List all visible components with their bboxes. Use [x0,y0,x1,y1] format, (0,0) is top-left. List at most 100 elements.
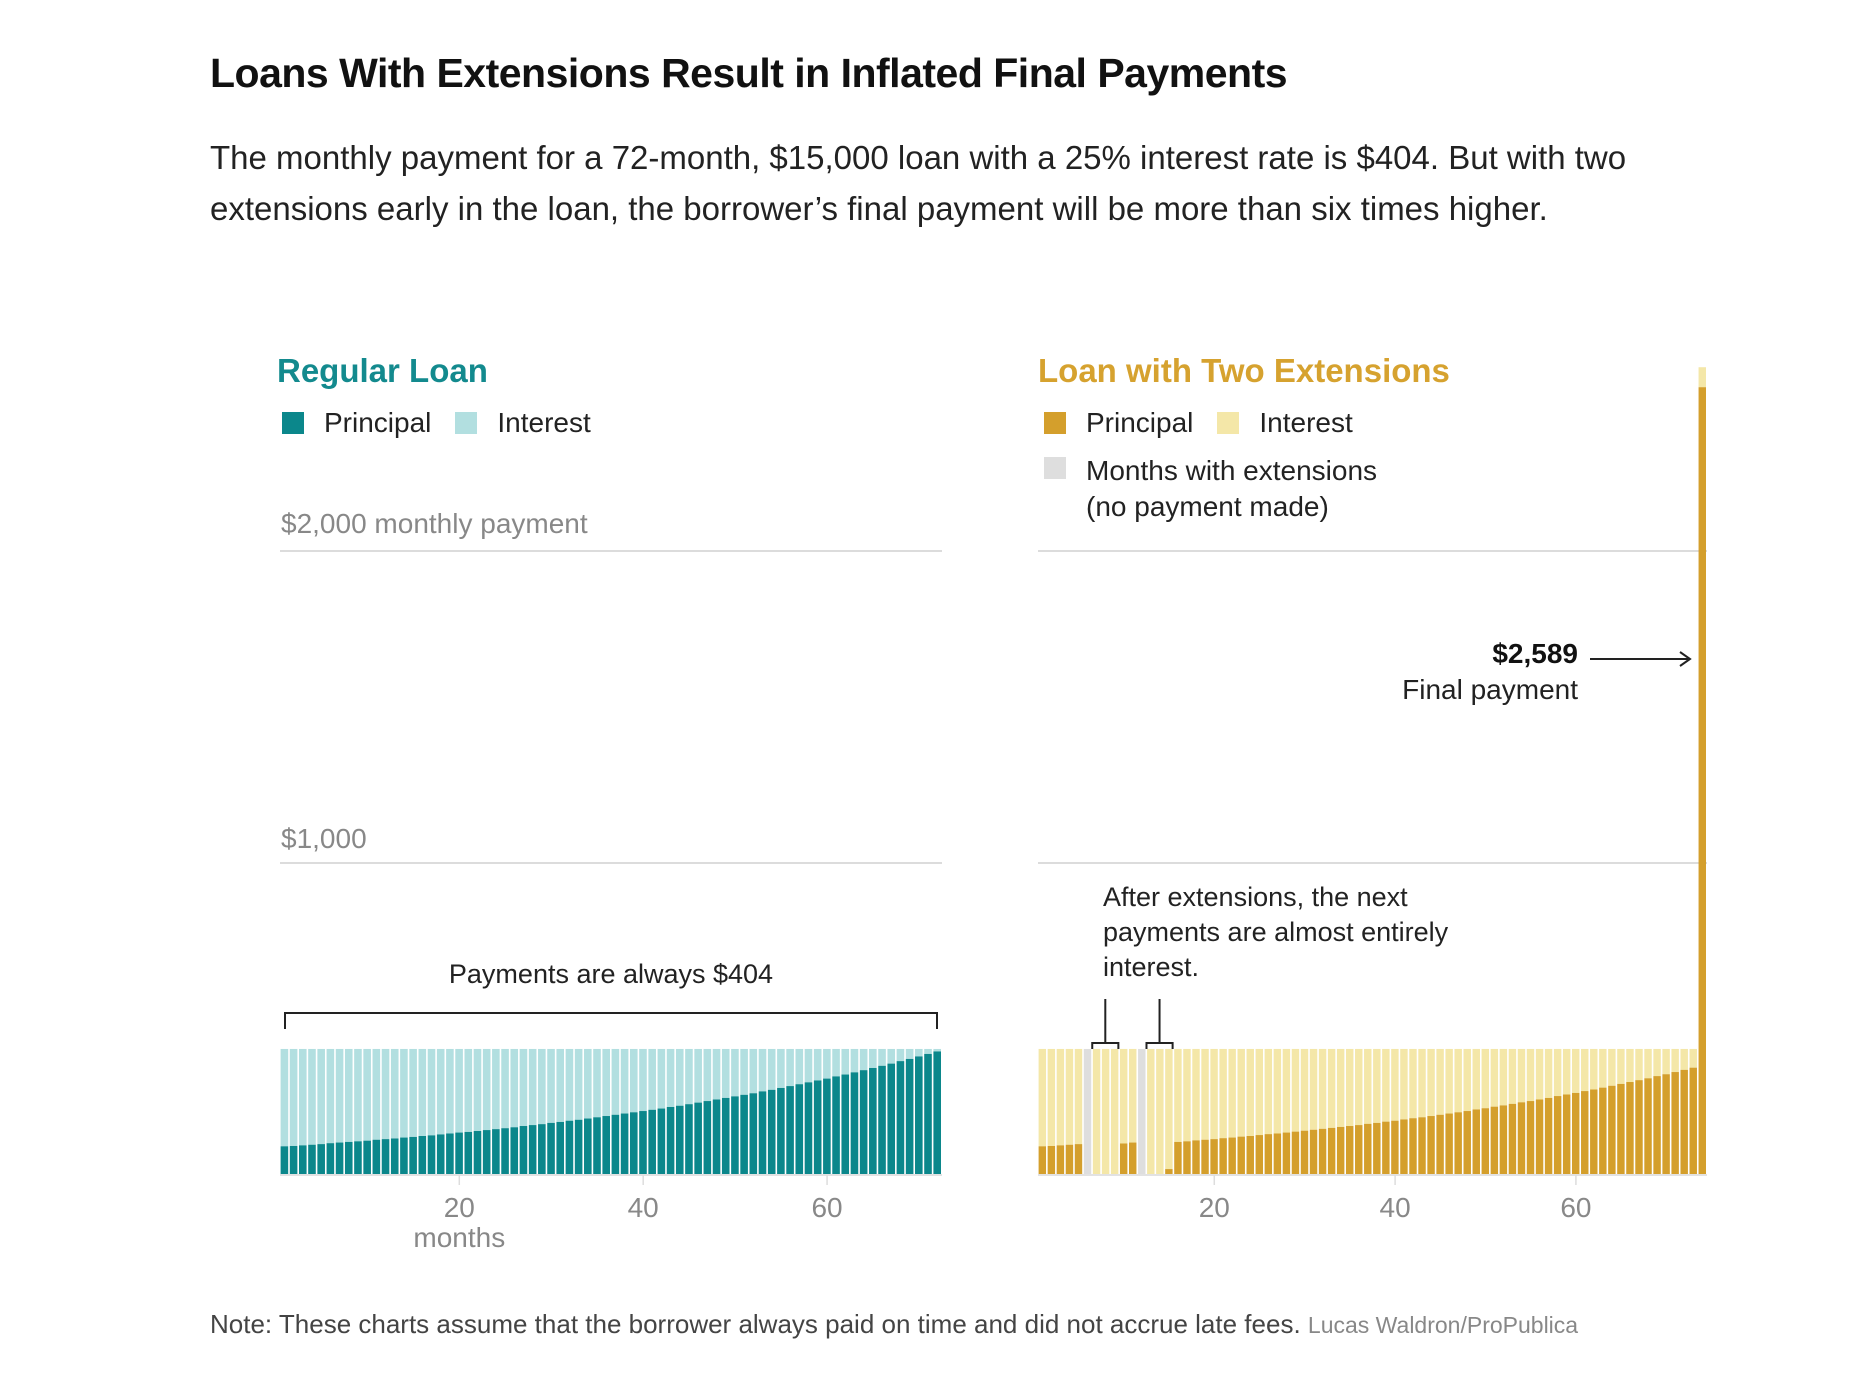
interest-bar-month-3 [1056,1048,1065,1146]
principal-bar-month-63 [1599,1087,1607,1175]
interest-bar-month-42 [1409,1048,1417,1119]
interest-bar-month-59 [813,1048,822,1081]
principal-bar-month-43 [666,1106,675,1175]
interest-bar-month-43 [1418,1048,1426,1118]
legend-interest: Interest [497,407,591,438]
interest-bar-month-66 [1626,1048,1634,1083]
principal-bar-month-29 [538,1124,546,1175]
interest-bar-month-8 [1101,1048,1110,1175]
interest-bar-month-74 [1698,367,1706,388]
extension-pointer-month-12 [1145,999,1174,1049]
principal-bar-month-34 [1336,1126,1345,1175]
interest-bar-month-10 [363,1048,371,1141]
interest-bar-month-37 [611,1048,620,1115]
interest-bar-month-54 [1517,1048,1526,1103]
principal-bar-month-15 [1165,1169,1173,1175]
interest-bar-month-22 [473,1048,482,1132]
interest-bar-month-33 [1327,1048,1336,1128]
principal-bar-month-58 [804,1082,813,1175]
principal-bar-month-31 [1309,1129,1318,1175]
interest-bar-month-56 [786,1048,794,1087]
principal-bar-month-49 [721,1097,730,1175]
interest-bar-month-39 [629,1048,638,1113]
interest-bar-month-33 [574,1048,583,1120]
interest-bar-month-44 [1427,1048,1435,1117]
x-tick-label-40: 40 [1380,1192,1411,1223]
interest-bar-month-70 [1662,1048,1670,1075]
interest-bar-month-32 [565,1048,574,1121]
principal-bar-month-72 [933,1051,941,1175]
interest-bar-month-15 [1165,1048,1173,1170]
principal-bar-month-6 [326,1143,335,1175]
principal-bar-month-4 [1065,1144,1074,1175]
interest-bar-month-57 [795,1048,804,1085]
principal-bar-month-66 [878,1065,886,1175]
interest-bar-month-60 [1571,1048,1580,1093]
interest-bar-month-47 [1454,1048,1462,1113]
interest-bar-month-61 [1581,1048,1589,1092]
principal-bar-month-53 [1508,1103,1517,1175]
interest-bar-month-57 [1544,1048,1553,1098]
interest-bar-month-70 [915,1048,923,1057]
legend-no-payment: (no payment made) [1086,491,1329,522]
principal-bar-month-55 [1526,1101,1535,1175]
interest-bar-month-26 [1264,1048,1273,1135]
principal-swatch [1044,412,1066,434]
principal-bar-month-59 [1562,1094,1571,1175]
interest-bar-month-52 [1499,1048,1508,1106]
principal-bar-month-28 [528,1125,537,1175]
x-axis-label: months [413,1222,505,1253]
principal-bar-month-22 [1228,1137,1236,1175]
principal-bar-month-47 [1454,1112,1462,1175]
note: Note: These charts assume that the borro… [210,1302,1650,1347]
principal-bar-month-2 [289,1145,298,1175]
principal-bar-month-57 [1544,1097,1553,1175]
principal-bar-month-23 [482,1130,491,1175]
interest-bar-month-14 [1156,1048,1164,1175]
principal-bar-month-73 [1689,1067,1697,1175]
interest-bar-month-26 [510,1048,519,1128]
interest-bar-month-7 [1092,1048,1101,1175]
principal-bar-month-66 [1626,1082,1634,1175]
principal-bar-month-60 [823,1078,831,1175]
interest-bar-month-17 [1183,1048,1191,1142]
principal-bar-month-10 [363,1140,371,1175]
interest-bar-month-53 [1508,1048,1517,1104]
interest-bar-month-46 [694,1048,702,1103]
regular-legend: Principal Interest [282,407,591,439]
principal-bar-month-57 [795,1084,804,1175]
interest-bar-month-19 [1201,1048,1209,1140]
interest-bar-month-72 [933,1048,941,1052]
principal-bar-month-58 [1553,1096,1562,1175]
interest-bar-month-36 [602,1048,610,1117]
principal-bar-month-45 [1436,1114,1444,1175]
principal-bar-month-18 [1192,1140,1200,1175]
interest-bar-month-20 [455,1048,463,1133]
interest-bar-month-13 [1147,1048,1155,1175]
interest-bar-month-2 [289,1048,298,1146]
principal-bar-month-22 [473,1131,482,1175]
principal-bar-month-30 [547,1122,555,1175]
interest-bar-month-20 [1210,1048,1218,1140]
principal-bar-month-68 [896,1061,905,1175]
interest-bar-month-69 [1653,1048,1661,1077]
interest-bar-month-64 [859,1048,868,1071]
principal-bar-month-40 [639,1111,647,1175]
regular-loan-title: Regular Loan [277,352,488,389]
legend-extensions: Months with extensions [1086,455,1378,486]
principal-bar-month-3 [298,1145,307,1175]
interest-bar-month-52 [749,1048,758,1094]
principal-bar-month-35 [1345,1126,1354,1175]
interest-swatch [455,412,478,434]
interest-bar-month-51 [1490,1048,1499,1107]
interest-bar-month-11 [1129,1048,1137,1143]
interest-bar-month-48 [712,1048,721,1100]
interest-bar-month-16 [418,1048,427,1136]
interest-bar-month-68 [1644,1048,1652,1079]
interest-bar-month-23 [1237,1048,1245,1137]
principal-bar-month-51 [740,1094,748,1175]
interest-bar-month-12 [381,1048,390,1140]
principal-bar-month-12 [381,1139,390,1175]
principal-bar-month-33 [1327,1127,1336,1175]
x-tick-label-60: 60 [811,1192,842,1223]
